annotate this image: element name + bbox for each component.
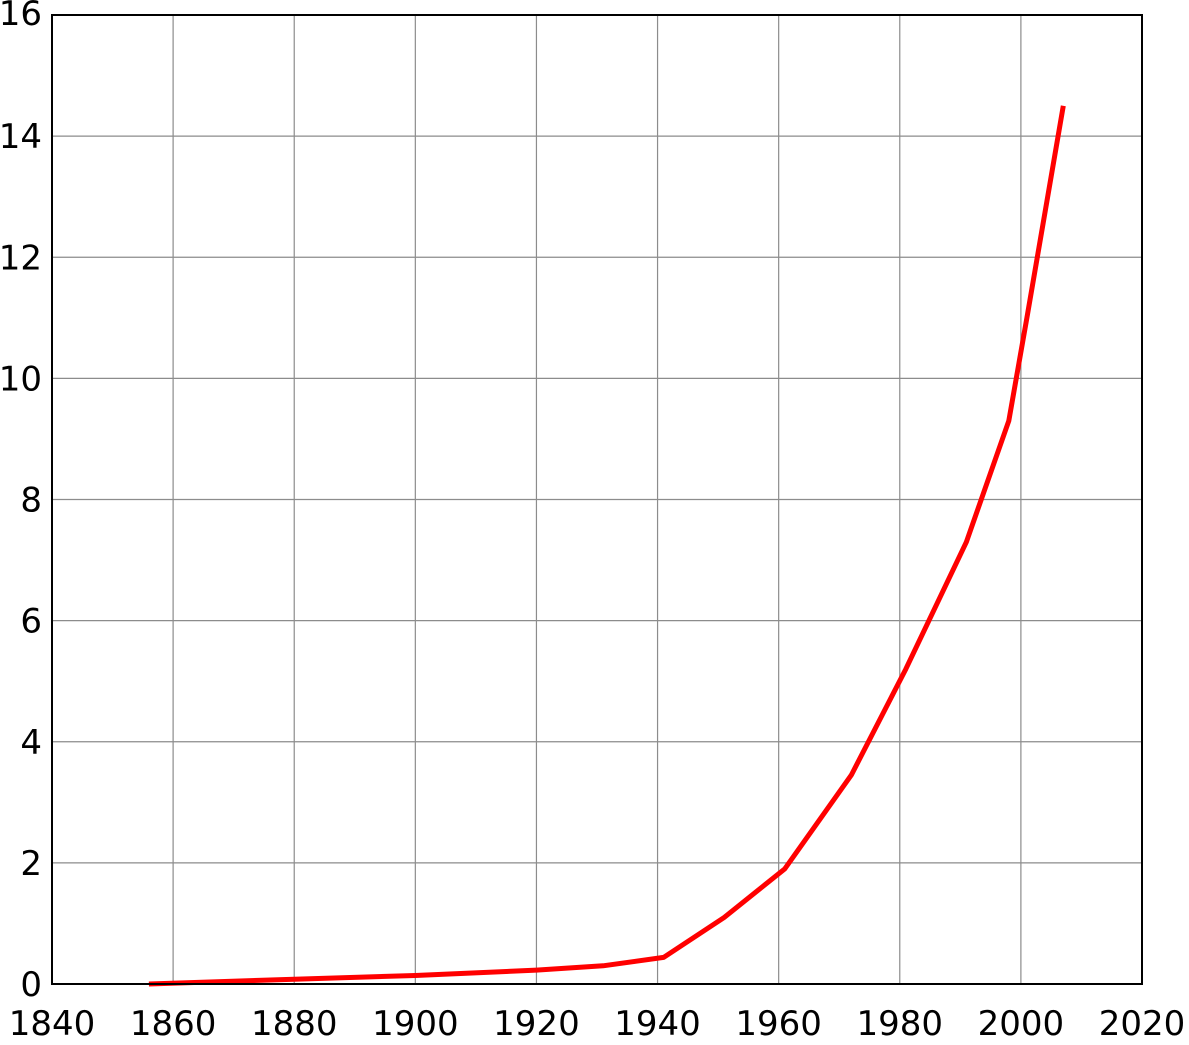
grid-lines (52, 15, 1142, 984)
y-tick-label: 6 (20, 602, 42, 642)
y-tick-label: 0 (20, 965, 42, 1005)
x-tick-label: 2000 (978, 1004, 1065, 1044)
y-tick-label: 10 (0, 359, 42, 399)
series-group (148, 105, 1066, 987)
y-tick-label: 14 (0, 117, 42, 157)
y-tick-label: 16 (0, 0, 42, 34)
series-line (148, 105, 1066, 987)
y-tick-label: 2 (20, 844, 42, 884)
x-axis-tick-labels: 1840 1860 1880 1900 1920 1940 1960 1980 2000 2020 (9, 1004, 1186, 1044)
y-tick-label: 12 (0, 238, 42, 278)
x-tick-label: 1960 (735, 1004, 822, 1044)
x-tick-label: 1840 (9, 1004, 96, 1044)
y-tick-label: 8 (20, 481, 42, 521)
x-tick-label: 1920 (493, 1004, 580, 1044)
y-tick-label: 4 (20, 723, 42, 763)
x-tick-label: 1880 (251, 1004, 338, 1044)
y-axis-tick-labels: 0 2 4 6 8 10 12 14 16 (0, 0, 42, 1005)
plot-frame (51, 14, 1143, 985)
x-tick-label: 1940 (614, 1004, 701, 1044)
x-tick-label: 1900 (372, 1004, 459, 1044)
x-tick-label: 1860 (130, 1004, 217, 1044)
x-tick-label: 1980 (857, 1004, 944, 1044)
x-tick-label: 2020 (1099, 1004, 1186, 1044)
